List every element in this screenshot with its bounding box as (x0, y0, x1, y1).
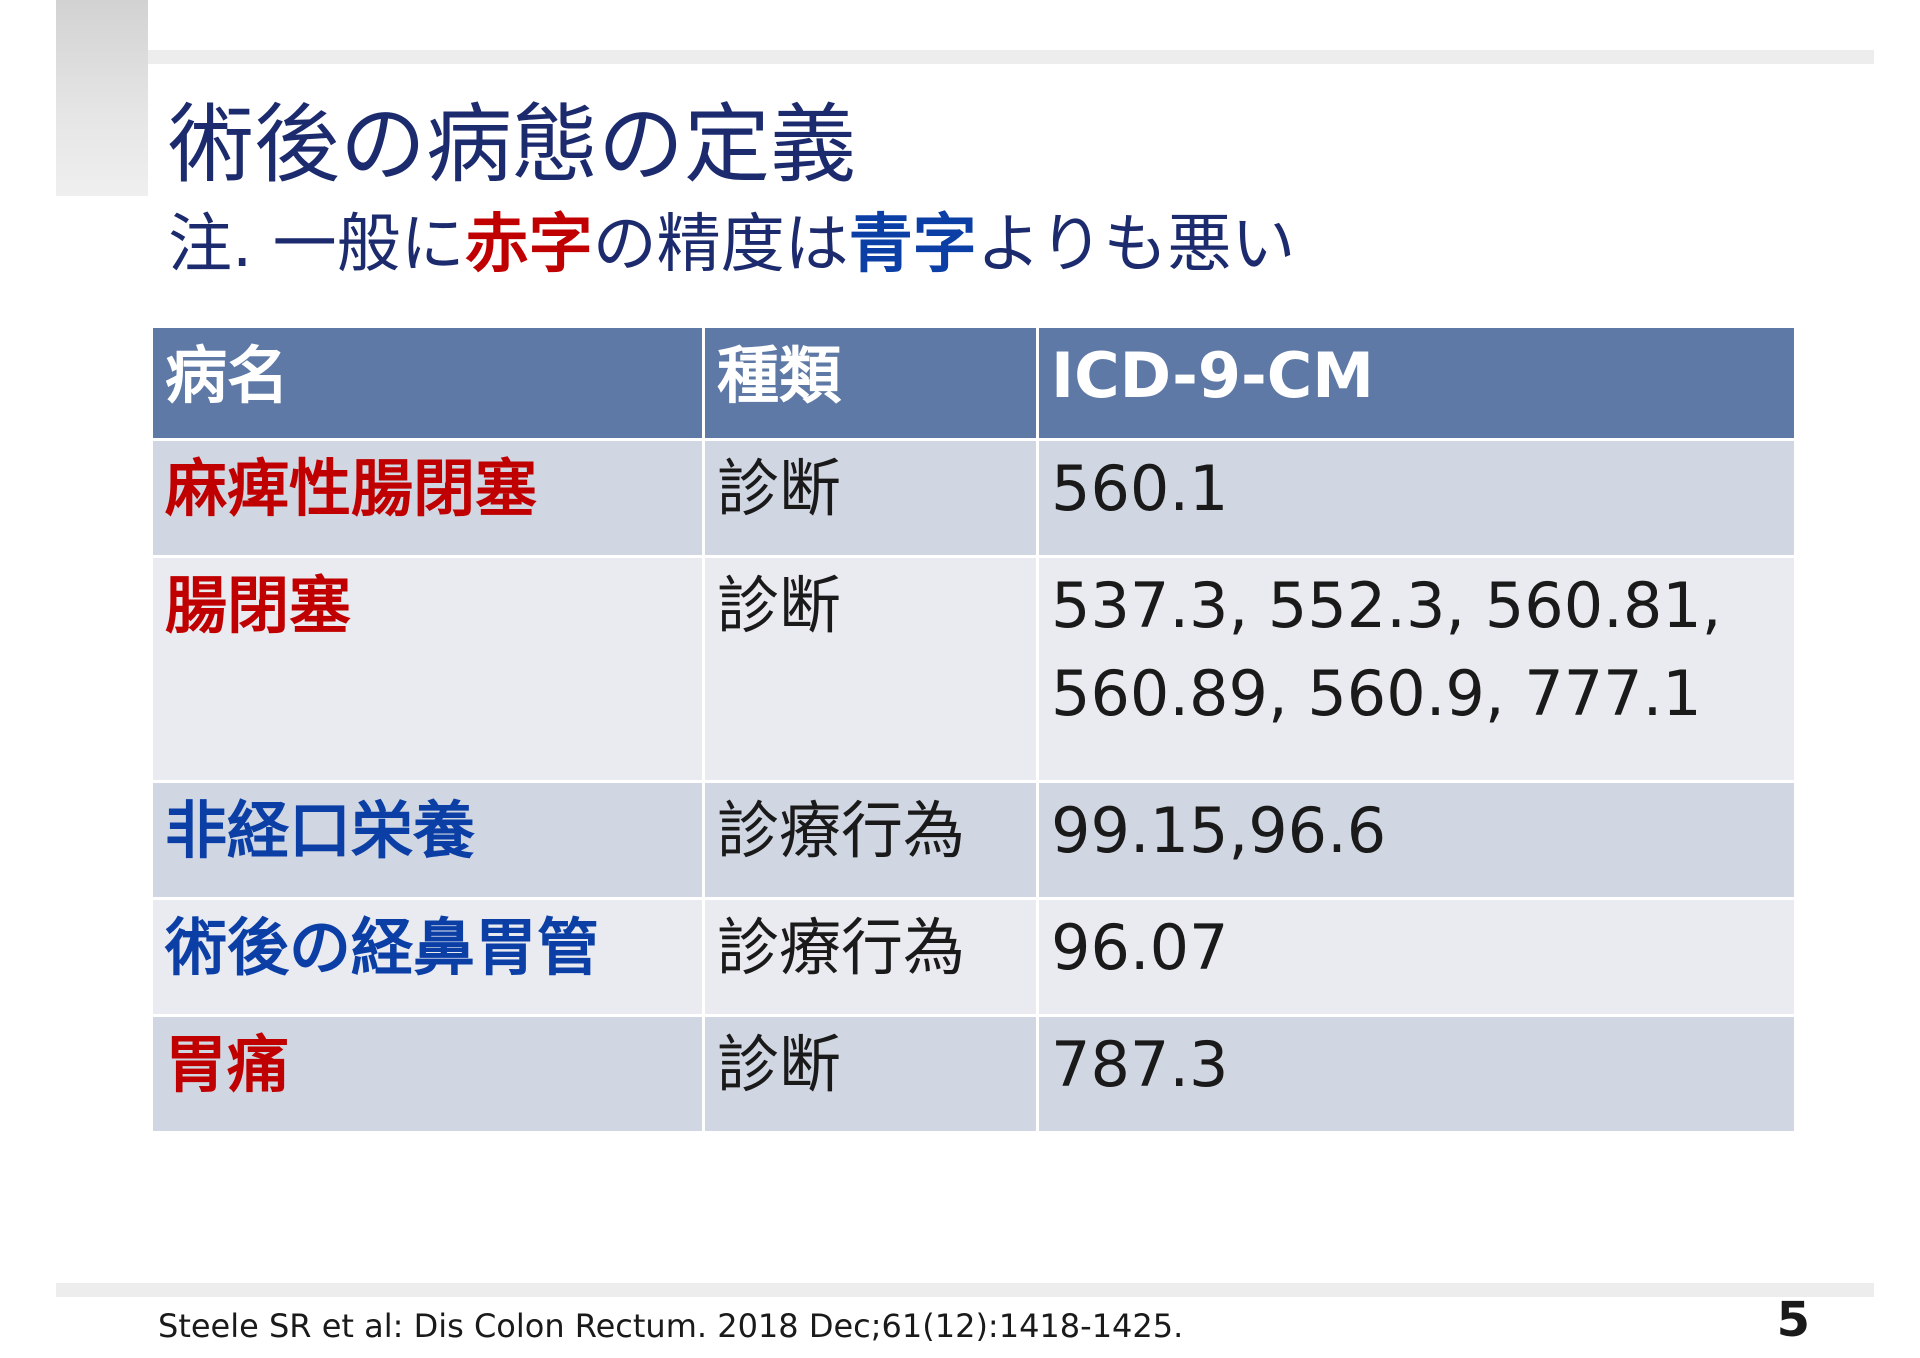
subtitle-middle: の精度は (592, 208, 849, 282)
header-disease-name: 病名 (150, 325, 705, 441)
disease-name-cell: 腸閉塞 (150, 555, 705, 783)
table-row: 腸閉塞 診断 537.3, 552.3, 560.81, 560.89, 560.… (150, 555, 1797, 783)
subtitle-prefix: 注. 一般に (168, 208, 465, 282)
icd-code-cell: 99.15,96.6 (1036, 780, 1797, 900)
type-cell: 診断 (702, 1014, 1039, 1134)
icd-code-line: 560.89, 560.9, 777.1 (1051, 657, 1702, 730)
icd-code-cell: 537.3, 552.3, 560.81, 560.89, 560.9, 777.… (1036, 555, 1797, 783)
page-number: 5 (1776, 1292, 1810, 1348)
footer-divider (56, 1283, 1874, 1297)
type-cell: 診断 (702, 555, 1039, 783)
icd-code-line: 537.3, 552.3, 560.81, (1051, 569, 1722, 642)
table-row: 麻痺性腸閉塞 診断 560.1 (150, 438, 1797, 558)
subtitle-red-word: 赤字 (464, 208, 593, 282)
table-header-row: 病名 種類 ICD-9-CM (150, 325, 1797, 441)
icd-code-cell: 560.1 (1036, 438, 1797, 558)
icd-code-line: 560.1 (1051, 452, 1229, 525)
header-type: 種類 (702, 325, 1039, 441)
title-accent-block (56, 0, 148, 196)
icd-code-line: 787.3 (1051, 1028, 1229, 1101)
icd-code-line: 99.15,96.6 (1051, 794, 1387, 867)
header-icd-code: ICD-9-CM (1036, 325, 1797, 441)
icd-code-line: 96.07 (1051, 911, 1229, 984)
header-divider (148, 50, 1874, 64)
subtitle-blue-word: 青字 (848, 208, 977, 282)
citation-text: Steele SR et al: Dis Colon Rectum. 2018 … (158, 1307, 1184, 1345)
definitions-table: 病名 種類 ICD-9-CM 麻痺性腸閉塞 診断 560.1 腸閉塞 診断 53… (150, 325, 1797, 1134)
type-cell: 診療行為 (702, 897, 1039, 1017)
table-row: 胃痛 診断 787.3 (150, 1014, 1797, 1134)
table-row: 術後の経鼻胃管 診療行為 96.07 (150, 897, 1797, 1017)
type-cell: 診療行為 (702, 780, 1039, 900)
disease-name-cell: 胃痛 (150, 1014, 705, 1134)
slide-subtitle: 注. 一般に赤字の精度は青字よりも悪い (168, 205, 1295, 285)
disease-name-cell: 術後の経鼻胃管 (150, 897, 705, 1017)
icd-code-cell: 787.3 (1036, 1014, 1797, 1134)
disease-name-cell: 非経口栄養 (150, 780, 705, 900)
disease-name-cell: 麻痺性腸閉塞 (150, 438, 705, 558)
table-row: 非経口栄養 診療行為 99.15,96.6 (150, 780, 1797, 900)
slide-title: 術後の病態の定義 (168, 95, 856, 195)
icd-code-cell: 96.07 (1036, 897, 1797, 1017)
type-cell: 診断 (702, 438, 1039, 558)
subtitle-suffix: よりも悪い (976, 208, 1296, 282)
